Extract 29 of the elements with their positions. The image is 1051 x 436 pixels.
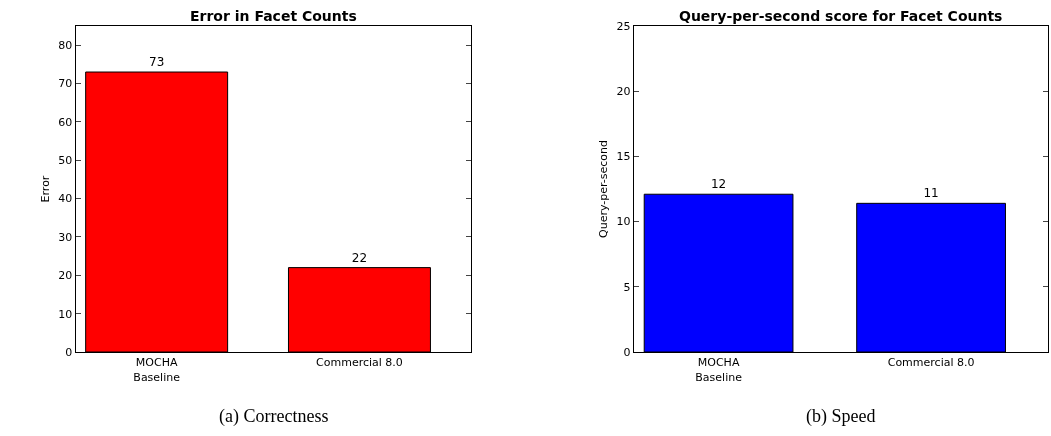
y-tick-label: 70 [58, 77, 73, 91]
y-tick-label: 20 [616, 85, 631, 99]
y-tick-label: 30 [58, 230, 73, 244]
y-tick-label: 80 [58, 39, 73, 53]
y-tick-label: 20 [58, 269, 73, 283]
x-tick-label: MOCHA Baseline [695, 356, 743, 384]
x-tick-label: MOCHA Baseline [133, 356, 181, 384]
y-tick-label: 10 [58, 307, 73, 321]
y-axis-title: Query-per-second [597, 140, 611, 238]
text: (b) Speed [806, 406, 876, 427]
y-tick-label: 60 [58, 115, 73, 129]
y-axis-title: Error [38, 175, 52, 203]
y-tick-label: 0 [65, 345, 73, 359]
data-label: 73 [149, 55, 165, 70]
y-tick-label: 50 [58, 154, 73, 168]
data-label: 12 [710, 177, 727, 192]
x-tick-label: Commercial 8.0 [887, 356, 975, 370]
y-tick-label: 0 [623, 345, 631, 359]
chart-title: Error in Facet Counts [190, 8, 357, 24]
x-tick-label: Commercial 8.0 [316, 356, 403, 370]
data-label: 11 [923, 186, 939, 201]
text: (a) Correctness [219, 406, 329, 427]
y-tick-label: 15 [616, 150, 631, 164]
y-tick-label: 25 [616, 19, 631, 33]
y-tick-label: 40 [58, 192, 73, 206]
y-tick-label: 10 [616, 215, 631, 229]
chart-title: Query-per-second score for Facet Counts [679, 8, 1003, 24]
data-label: 22 [351, 250, 368, 265]
y-tick-label: 5 [623, 280, 631, 294]
